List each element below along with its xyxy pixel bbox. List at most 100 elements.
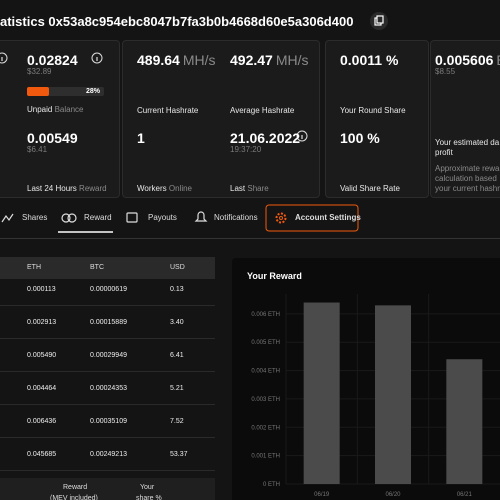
- tab[interactable]: Notifications: [214, 213, 258, 222]
- card-sub: $8.55: [435, 67, 456, 76]
- label: Your Round Share: [340, 106, 406, 115]
- divider: [0, 238, 500, 239]
- card-label: Last 24 Hours Reward: [27, 184, 107, 193]
- unit: MH/s: [275, 52, 309, 68]
- card-value: 0.02824: [27, 52, 78, 70]
- card-value: 100 %: [340, 130, 380, 148]
- card-value: 489.64 MH/s: [137, 52, 216, 70]
- progress-label: 28%: [86, 88, 101, 95]
- x-tick-label: 06/19: [314, 492, 330, 498]
- row-divider: [0, 338, 215, 339]
- row-divider: [0, 305, 215, 306]
- y-tick-label: 0.004 ETH: [251, 369, 280, 375]
- label-muted: Balance: [54, 105, 84, 114]
- value: 0.005606: [435, 52, 494, 68]
- y-tick-label: 0.006 ETH: [251, 312, 280, 318]
- card-label: Your estimated da: [435, 138, 499, 147]
- tab[interactable]: Account Settings: [295, 213, 361, 222]
- card-group: [430, 40, 500, 198]
- label: Valid Share Rate: [340, 184, 400, 193]
- label: Last: [230, 184, 246, 193]
- y-tick-label: 0.002 ETH: [251, 425, 280, 431]
- cell: 7.52: [170, 418, 184, 425]
- table-header: [0, 257, 215, 279]
- cell: 0.00249213: [90, 451, 127, 458]
- cell: 3.40: [170, 319, 184, 326]
- tab-icon: [67, 213, 77, 223]
- footer-header: Reward: [63, 484, 88, 491]
- card-note: your current hashr: [435, 184, 500, 193]
- tab-icon: [1, 213, 14, 223]
- info-icon: [296, 130, 308, 142]
- row-divider: [0, 404, 215, 405]
- footer-header: Your: [140, 484, 155, 491]
- label: Current Hashrate: [137, 106, 199, 115]
- cell: 0.000113: [27, 286, 56, 293]
- table-footer: [0, 478, 215, 500]
- column-header: ETH: [27, 264, 41, 271]
- cell: 0.004464: [27, 385, 57, 392]
- progress-track: [27, 87, 104, 96]
- cell: 0.00029949: [90, 352, 127, 359]
- bar: [303, 302, 340, 484]
- cell: 0.005490: [27, 352, 57, 359]
- row-divider: [0, 470, 215, 471]
- column-header: BTC: [90, 264, 104, 271]
- value: 1: [137, 130, 145, 146]
- value: 0.0011 %: [340, 52, 399, 68]
- bar: [375, 305, 411, 484]
- label: Unpaid: [27, 105, 53, 114]
- row-divider: [0, 437, 215, 438]
- cell: 5.21: [170, 385, 184, 392]
- copy-icon[interactable]: [370, 12, 388, 30]
- row-divider: [0, 371, 215, 372]
- tab-icon: [126, 212, 138, 223]
- label-muted: Reward: [79, 184, 107, 193]
- card-group: [0, 40, 120, 198]
- info-icon: [0, 52, 8, 64]
- card-sub: $6.41: [27, 145, 48, 154]
- card-group: [325, 40, 429, 198]
- y-tick-label: 0.001 ETH: [251, 454, 280, 460]
- tab[interactable]: Reward: [84, 213, 112, 222]
- unit: ETH: [496, 52, 500, 68]
- progress-bar: [27, 87, 49, 96]
- tab-icon: [279, 216, 283, 220]
- card-value: 492.47 MH/s: [230, 52, 309, 70]
- cell: 0.045685: [27, 451, 57, 458]
- value: 489.64: [137, 52, 180, 68]
- footer-header: share %: [136, 495, 162, 500]
- card-label: Workers Online: [137, 184, 192, 193]
- value: 492.47: [230, 52, 273, 68]
- card-label: Unpaid Balance: [27, 105, 84, 114]
- chart-title: Your Reward: [247, 271, 302, 281]
- unit: MH/s: [182, 52, 216, 68]
- card-value: 1: [137, 130, 145, 148]
- label: Workers: [137, 184, 167, 193]
- tab[interactable]: Shares: [22, 213, 48, 222]
- card-value: 0.00549: [27, 130, 78, 148]
- card-sub: 19:37:20: [230, 145, 262, 154]
- card-label: Your Round Share: [340, 106, 406, 115]
- card-value: 21.06.2022: [230, 130, 300, 148]
- card-label: profit: [435, 148, 453, 157]
- tab[interactable]: Payouts: [148, 213, 177, 222]
- card-label: Valid Share Rate: [340, 184, 400, 193]
- cell: 0.00035109: [90, 418, 127, 425]
- tab-icon: [194, 211, 208, 222]
- y-tick-label: 0.003 ETH: [251, 397, 280, 403]
- cell: 0.13: [170, 286, 184, 293]
- card-label: Current Hashrate: [137, 106, 198, 115]
- card-label: Average Hashrate: [230, 106, 294, 115]
- cell: 6.41: [170, 352, 184, 359]
- tab-icon: [275, 212, 287, 224]
- label-muted: Share: [247, 184, 269, 193]
- card-label: Last Share: [230, 184, 269, 193]
- settings-button: [265, 204, 359, 232]
- card-group: [122, 40, 320, 198]
- tab-icon: [61, 213, 71, 223]
- value: 0.00549: [27, 130, 78, 146]
- card-value: 0.005606ETH: [435, 52, 500, 70]
